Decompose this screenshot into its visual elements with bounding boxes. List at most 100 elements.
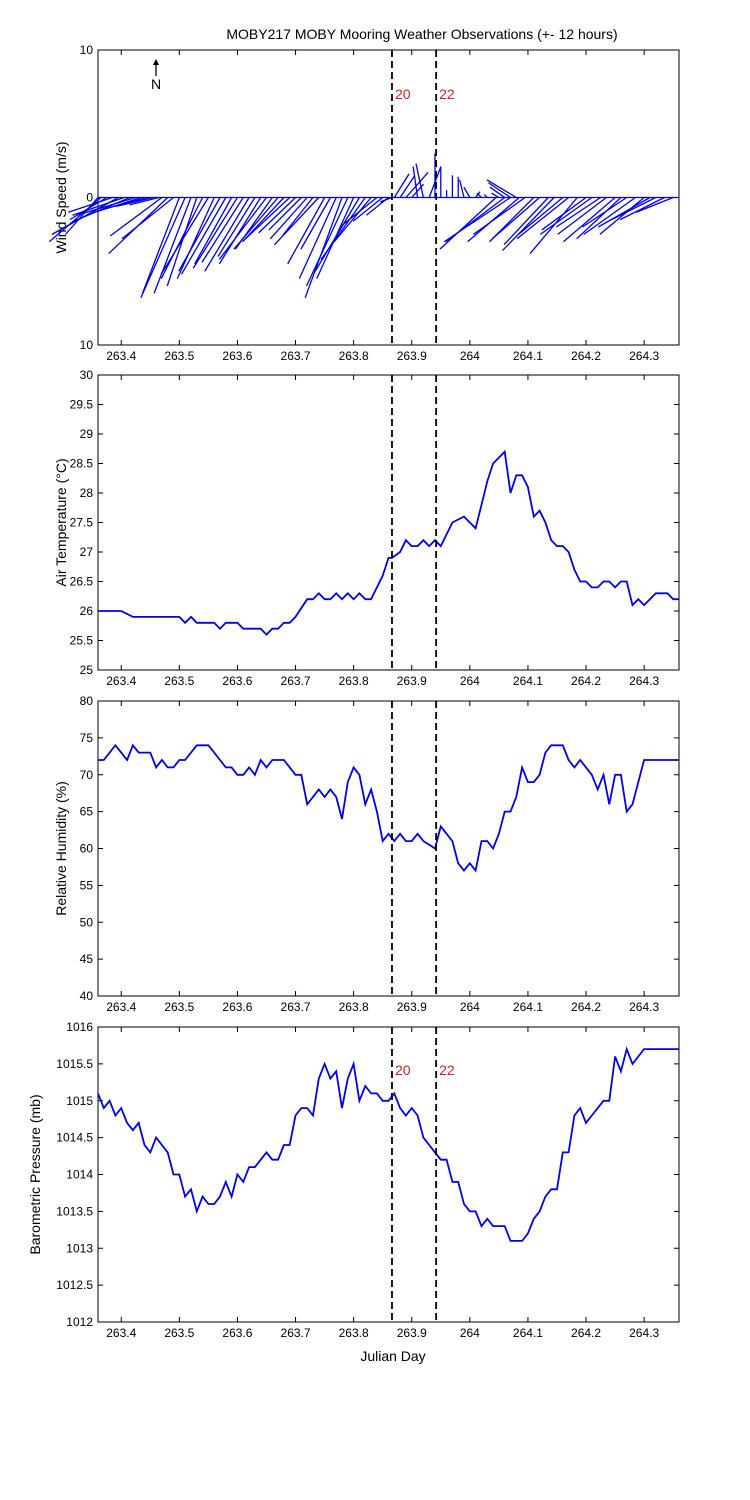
- y-tick-label: 0: [86, 191, 93, 205]
- wind-stick: [76, 196, 136, 216]
- wind-stick: [352, 196, 384, 222]
- x-tick-label: 264.2: [571, 349, 601, 363]
- wind-stick: [557, 196, 607, 235]
- x-tick-label: 264: [460, 1326, 480, 1340]
- y-tick-label: 65: [80, 805, 94, 819]
- y-axis-label: Wind Speed (m/s): [53, 141, 69, 253]
- wind-stick: [304, 197, 343, 299]
- wind-stick: [282, 197, 314, 235]
- wind-stick: [153, 197, 192, 294]
- x-tick-label: 264.2: [571, 674, 601, 688]
- x-tick-label: 263.5: [164, 1000, 194, 1014]
- x-tick-label: 263.8: [339, 1000, 369, 1014]
- x-tick-label: 263.5: [164, 349, 194, 363]
- y-tick-label: 1013: [66, 1241, 93, 1255]
- wind-stick: [501, 197, 555, 252]
- wind-stick: [194, 197, 233, 265]
- x-tick-label: 263.7: [281, 674, 311, 688]
- event-marker-label: 22: [439, 1062, 455, 1078]
- wind-stick: [140, 197, 186, 299]
- x-tick-label: 264.3: [629, 349, 659, 363]
- barometric-pressure-panel: 263.4 263.5 263.6 263.7 263.8 263.9 264 264.1 26…: [27, 1020, 680, 1340]
- wind-stick: [539, 196, 593, 235]
- wind-stick: [204, 197, 250, 272]
- wind-stick: [489, 186, 506, 199]
- wind-stick: [555, 196, 601, 228]
- wind-stick: [405, 171, 429, 198]
- x-tick-label: 263.9: [397, 349, 427, 363]
- y-axis-label: Air Temperature (°C): [53, 458, 69, 586]
- wind-stick: [287, 197, 326, 265]
- y-tick-label: 27.5: [70, 516, 94, 530]
- wind-stick: [611, 196, 657, 221]
- wind-stick: [274, 197, 320, 246]
- wind-stick: [268, 197, 302, 231]
- north-arrow-head-icon: [153, 59, 159, 65]
- x-tick-label: 263.9: [397, 1000, 427, 1014]
- wind-stick: [160, 197, 209, 275]
- x-tick-label: 264: [460, 1000, 480, 1014]
- wind-stick: [333, 197, 372, 243]
- x-tick-label: 263.7: [281, 1326, 311, 1340]
- wind-stick: [476, 192, 482, 198]
- x-tick-label: 263.9: [397, 674, 427, 688]
- y-tick-label: 26: [80, 604, 94, 618]
- x-tick-label: 263.5: [164, 674, 194, 688]
- y-tick-label: 28: [80, 486, 94, 500]
- wind-stick: [516, 196, 570, 240]
- wind-stick: [314, 197, 361, 272]
- y-tick-label: 1014: [66, 1168, 93, 1182]
- wind-stick: [491, 197, 540, 240]
- x-tick-label: 264.1: [513, 1326, 543, 1340]
- x-tick-label: 264.1: [513, 674, 543, 688]
- wind-stick: [518, 197, 564, 235]
- wind-stick: [109, 196, 163, 237]
- x-tick-label: 263.6: [222, 674, 252, 688]
- wind-stick: [192, 197, 238, 269]
- north-label: N: [151, 76, 161, 92]
- wind-stick: [483, 194, 488, 198]
- wind-stick: [598, 196, 651, 228]
- wind-stick: [305, 197, 349, 287]
- wind-panel: 263.4 263.5 263.6 263.7 263.8 263.9 264 264.1 26…: [48, 43, 680, 363]
- wind-stick: [503, 197, 549, 246]
- y-tick-label: 45: [80, 952, 94, 966]
- y-tick-label: 10: [80, 43, 94, 57]
- x-tick-label: 264.1: [513, 349, 543, 363]
- wind-stick: [339, 196, 378, 228]
- y-tick-label: 80: [80, 694, 94, 708]
- wind-stick: [491, 192, 500, 199]
- wind-stick: [619, 196, 665, 221]
- wind-stick: [541, 196, 587, 231]
- wind-stick: [245, 197, 291, 240]
- plot-frame: [97, 1026, 680, 1323]
- y-tick-label: 60: [80, 842, 94, 856]
- x-tick-label: 263.7: [281, 349, 311, 363]
- x-tick-label: 263.6: [222, 1000, 252, 1014]
- y-tick-label: 25: [80, 663, 94, 677]
- wind-stick: [233, 197, 279, 250]
- wind-stick: [141, 197, 180, 294]
- event-marker-label: 20: [395, 1062, 411, 1078]
- wind-stick: [599, 197, 645, 235]
- x-tick-label: 263.4: [106, 349, 136, 363]
- plot-frame: [97, 374, 680, 671]
- wind-stick: [320, 197, 366, 260]
- wind-stick: [486, 179, 517, 199]
- x-tick-label: 263.4: [106, 674, 136, 688]
- wind-stick: [217, 197, 256, 257]
- event-marker-label: 22: [439, 86, 455, 102]
- y-tick-label: 40: [80, 989, 94, 1003]
- wind-stick: [218, 197, 262, 265]
- x-tick-label: 263.4: [106, 1326, 136, 1340]
- series-line: [98, 743, 679, 873]
- series-line: [98, 449, 679, 636]
- wind-stick: [300, 197, 331, 250]
- x-tick-label: 264.3: [629, 674, 659, 688]
- wind-stick: [463, 186, 471, 198]
- x-tick-label: 264: [460, 349, 480, 363]
- x-tick-label: 264.3: [629, 1000, 659, 1014]
- wind-stick: [178, 197, 221, 272]
- wind-stick: [121, 196, 174, 240]
